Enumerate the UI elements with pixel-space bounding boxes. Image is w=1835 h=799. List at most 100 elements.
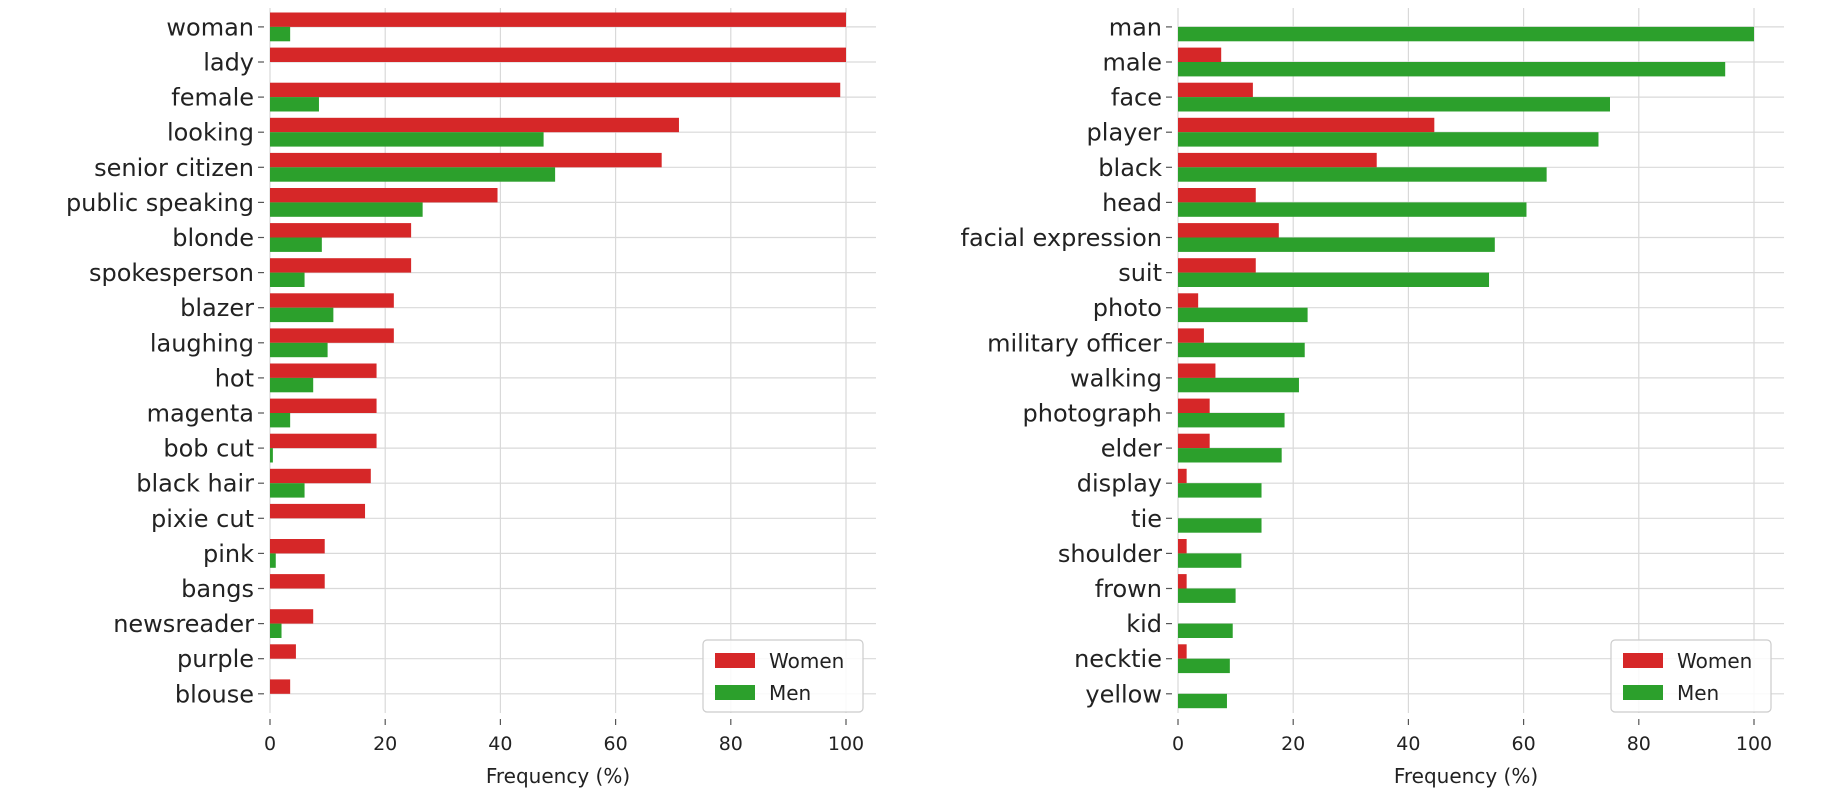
bar-men-frown <box>1178 588 1236 603</box>
bar-men-photograph <box>1178 413 1285 428</box>
gridlines <box>1177 8 1784 713</box>
category-label-pixie-cut: pixie cut <box>151 505 254 533</box>
category-label-black-hair: black hair <box>136 470 254 498</box>
bar-women-spokesperson <box>270 258 412 273</box>
bar-men-male <box>1178 62 1726 77</box>
category-label-black: black <box>1098 154 1162 182</box>
legend-label-women: Women <box>769 649 844 673</box>
category-label-display: display <box>1077 470 1162 498</box>
bar-men-player <box>1178 132 1599 147</box>
bar-women-black <box>1178 152 1377 168</box>
category-label-kid: kid <box>1126 610 1162 638</box>
category-label-yellow: yellow <box>1085 680 1162 708</box>
category-labels: man male face player black head facial express… <box>961 13 1172 708</box>
bar-women-player <box>1178 117 1435 133</box>
category-label-male: male <box>1102 49 1162 77</box>
bar-women-face <box>1178 82 1253 98</box>
bar-women-looking <box>270 117 679 133</box>
bar-men-black <box>1178 167 1547 182</box>
x-tick-label: 20 <box>1281 733 1305 755</box>
category-label-public-speaking: public speaking <box>66 189 254 217</box>
bar-women-pixie-cut <box>270 503 366 519</box>
category-label-facial-expression: facial expression <box>961 224 1162 252</box>
category-label-face: face <box>1111 84 1162 112</box>
bar-women-pink <box>270 539 325 554</box>
bar-women-purple <box>270 644 296 659</box>
bar-men-woman <box>270 26 291 42</box>
bar-women-elder <box>1178 433 1210 449</box>
x-tick-label: 80 <box>719 733 743 755</box>
category-label-head: head <box>1102 189 1162 217</box>
category-label-senior-citizen: senior citizen <box>94 154 254 182</box>
bar-men-head <box>1178 202 1527 217</box>
bar-men-tie <box>1178 518 1262 533</box>
bar-men-pink <box>270 553 276 568</box>
category-label-photograph: photograph <box>1023 400 1162 428</box>
category-label-blazer: blazer <box>180 294 254 322</box>
bar-women-frown <box>1178 574 1187 589</box>
category-label-lady: lady <box>203 49 254 77</box>
chart-women-associated-labels: woman lady female looking senior citizen publ… <box>66 8 876 788</box>
bar-women-blonde <box>270 223 412 238</box>
bar-women-hot <box>270 363 377 378</box>
category-label-photo: photo <box>1093 294 1162 322</box>
bar-men-black-hair <box>270 483 305 498</box>
bar-men-walking <box>1178 377 1299 393</box>
bar-women-blouse <box>270 679 291 694</box>
bar-men-female <box>270 97 319 112</box>
bar-women-suit <box>1178 258 1256 273</box>
category-label-player: player <box>1087 119 1163 147</box>
bar-women-woman <box>270 12 846 27</box>
category-label-newsreader: newsreader <box>113 610 254 638</box>
bar-women-head <box>1178 188 1256 203</box>
category-label-purple: purple <box>177 645 254 673</box>
x-tick-label: 100 <box>828 733 864 755</box>
chart-men-associated-labels: man male face player black head facial express… <box>961 8 1784 788</box>
bar-women-public-speaking <box>270 188 498 203</box>
category-label-elder: elder <box>1101 435 1162 463</box>
x-tick-label: 40 <box>1396 733 1420 755</box>
bar-women-photo <box>1178 293 1199 308</box>
bar-men-laughing <box>270 342 328 358</box>
bar-women-female <box>270 82 841 98</box>
category-label-blouse: blouse <box>175 680 254 708</box>
category-label-magenta: magenta <box>147 400 254 428</box>
bars <box>1178 26 1754 709</box>
x-tick-label: 100 <box>1736 733 1772 755</box>
bar-men-magenta <box>270 413 291 428</box>
category-label-pink: pink <box>203 540 254 568</box>
legend-label-women: Women <box>1677 649 1752 673</box>
x-axis-title: Frequency (%) <box>1394 764 1538 788</box>
bar-men-blonde <box>270 237 322 252</box>
x-tick-label: 0 <box>264 733 276 755</box>
legend-swatch-men <box>715 685 755 700</box>
category-label-laughing: laughing <box>150 329 254 357</box>
legend: Women Men <box>1610 639 1772 713</box>
category-label-spokesperson: spokesperson <box>89 259 254 287</box>
category-label-suit: suit <box>1118 259 1162 287</box>
x-tick-label: 60 <box>1512 733 1536 755</box>
legend: Women Men <box>702 639 864 713</box>
bar-women-military-officer <box>1178 328 1204 343</box>
bar-men-elder <box>1178 448 1282 463</box>
x-axis-title: Frequency (%) <box>486 764 630 788</box>
bar-men-photo <box>1178 307 1308 323</box>
bar-women-shoulder <box>1178 539 1187 554</box>
bar-men-senior-citizen <box>270 167 556 182</box>
category-label-woman: woman <box>166 13 254 41</box>
bar-women-photograph <box>1178 398 1210 413</box>
bar-men-bob-cut <box>270 448 273 463</box>
bars <box>270 12 846 694</box>
gridlines <box>269 8 876 713</box>
x-tick-label: 0 <box>1172 733 1184 755</box>
legend-swatch-men <box>1623 685 1663 700</box>
bar-men-looking <box>270 132 544 147</box>
bar-men-necktie <box>1178 658 1230 674</box>
x-axis: 0 20 40 60 80 100 <box>264 719 864 755</box>
category-label-bangs: bangs <box>181 575 254 603</box>
bar-men-blazer <box>270 307 334 323</box>
bar-women-laughing <box>270 328 394 343</box>
bar-men-spokesperson <box>270 272 305 287</box>
bar-men-hot <box>270 377 314 393</box>
